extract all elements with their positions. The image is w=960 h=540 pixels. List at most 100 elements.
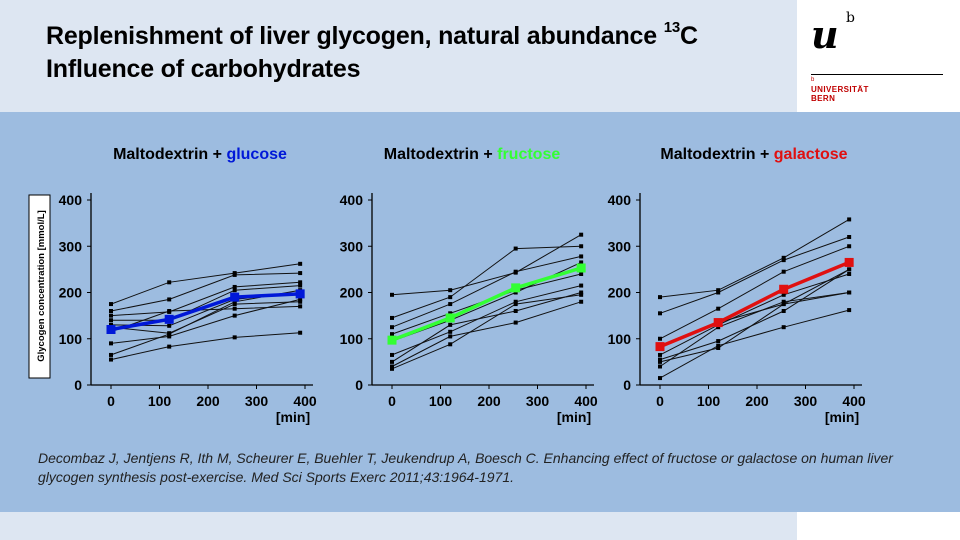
chart-1-mean-line — [110, 292, 301, 332]
chart-3-subject-point — [658, 357, 662, 362]
chart-1-subject-point — [167, 332, 172, 337]
chart-1-mean-point — [230, 292, 240, 302]
chart-3-mean-point — [655, 342, 665, 352]
chart-3-subject-point — [781, 325, 786, 330]
chart-1-subject-line — [110, 301, 301, 334]
chart-2-subject-point — [579, 260, 584, 265]
chart-3-subject-line — [659, 218, 850, 298]
chart-1-subject-point — [167, 323, 172, 328]
chart-2-subject-point — [579, 292, 584, 297]
chart-2-title-sugar: fructose — [497, 146, 560, 163]
chart-3-title-sugar: galactose — [774, 146, 848, 163]
chart-1-subject-point — [167, 344, 172, 349]
chart-2-subject-point — [390, 366, 394, 371]
chart-3-subject-point — [847, 308, 852, 313]
chart-2-subject-point — [448, 311, 453, 316]
chart-1-subject-point — [109, 341, 113, 346]
logo-mark: u — [811, 12, 839, 57]
chart-1-subject-point — [109, 318, 113, 323]
citation: Decombaz J, Jentjens R, Ith M, Scheurer … — [38, 450, 893, 485]
chart-3-subject-line — [659, 245, 850, 340]
chart-3-subject-point — [716, 288, 721, 293]
chart-3-subject-point — [658, 295, 662, 300]
chart-3-subject-point — [716, 290, 721, 295]
chart-2-subject-line — [391, 294, 582, 370]
chart-2-subject-point — [448, 288, 453, 293]
chart-3-title-prefix: Maltodextrin + — [660, 146, 773, 163]
chart-2-subject-line — [391, 292, 582, 363]
chart-3-subject-point — [781, 299, 786, 304]
chart-2-subject-point — [513, 269, 518, 274]
chart-2-x-tick-label: 300 — [526, 393, 550, 409]
chart-2-y-tick-label: 0 — [355, 377, 363, 393]
chart-2-y-tick-label: 300 — [340, 238, 364, 254]
slide-title-line-2: Influence of carbohydrates — [46, 55, 361, 83]
chart-2-mean-point — [576, 263, 586, 273]
chart-1-subject-point — [167, 297, 172, 302]
chart-2-x-tick-label: 400 — [574, 393, 598, 409]
chart-3-y-tick-label: 100 — [608, 331, 632, 347]
chart-1-subject-point — [167, 334, 172, 339]
chart-1-x-tick-label: 0 — [107, 393, 115, 409]
chart-1-title-prefix: Maltodextrin + — [113, 146, 226, 163]
chart-2-subject-point — [448, 329, 453, 334]
chart-1-subject-point — [298, 304, 303, 309]
chart-2-x-tick-label: 0 — [388, 393, 396, 409]
chart-2-y-tick-label: 400 — [340, 192, 364, 208]
chart-2-mean-point — [511, 283, 521, 293]
chart-2-subject-point — [579, 290, 584, 295]
title-band — [0, 0, 797, 112]
chart-2-subject-point — [513, 290, 518, 295]
chart-2-subject-point — [390, 364, 394, 369]
chart-1-subject-line — [110, 281, 301, 317]
chart-3-title: Maltodextrin + galactose — [660, 146, 847, 163]
chart-1-subject-point — [298, 283, 303, 288]
chart-2-subject-point — [513, 309, 518, 313]
chart-3-subject-point — [716, 339, 721, 344]
chart-1-y-tick-label: 100 — [59, 331, 83, 347]
chart-1-subject-point — [167, 309, 172, 313]
chart-3-x-tick-label: 100 — [697, 393, 721, 409]
chart-3-subject-point — [847, 267, 852, 272]
chart-2-mean-point — [445, 313, 455, 323]
chart-2-mean-point — [387, 335, 397, 345]
chart-1-subject-point — [109, 313, 113, 318]
chart-2-subject-point — [390, 315, 394, 320]
chart-3-subject-line — [659, 309, 850, 379]
chart-1-title: Maltodextrin + glucose — [113, 146, 287, 163]
chart-1-subject-point — [109, 309, 113, 313]
chart-1-mean-point — [295, 289, 305, 299]
chart-1-mean-point — [106, 325, 116, 334]
chart-2-subject-point — [579, 283, 584, 288]
chart-3-subject-point — [781, 258, 786, 263]
bottom-band — [0, 512, 797, 540]
logo-superscript: b — [846, 10, 855, 26]
chart-2-subject-point — [513, 320, 518, 325]
chart-2-subject-point — [448, 334, 453, 339]
chart-3-x-tick-label: 400 — [842, 393, 866, 409]
chart-3-mean-point — [713, 318, 723, 328]
chart-3-subject-point — [847, 235, 852, 239]
chart-1-ylabel-box — [28, 194, 51, 379]
chart-2-subject-point — [579, 299, 584, 304]
chart-3-subject-point — [658, 376, 662, 381]
chart-3-subject-line — [659, 292, 850, 367]
chart-1-subject-line — [110, 298, 301, 344]
chart-3-subject-line — [659, 292, 850, 363]
chart-2-subject-line — [391, 234, 582, 296]
chart-1-subject-line — [110, 332, 301, 361]
chart-1-x-tick-label: 300 — [245, 393, 269, 409]
logo-university-text: UNIVERSITÄT BERN — [811, 85, 869, 103]
chart-1-y-tick-label: 300 — [59, 238, 83, 254]
chart-1-subject-point — [298, 261, 303, 266]
slide-title-line-1: Replenishment of liver glycogen, natural… — [46, 20, 698, 51]
chart-1-subject-line — [110, 263, 301, 305]
chart-3-subject-point — [716, 306, 721, 311]
chart-2-subject-point — [513, 299, 518, 304]
title-text-end: C — [680, 22, 698, 50]
chart-1-subject-point — [298, 280, 303, 285]
chart-2-subject-point — [448, 295, 453, 300]
chart-3-subject-point — [658, 336, 662, 341]
chart-3-subject-point — [716, 343, 721, 348]
